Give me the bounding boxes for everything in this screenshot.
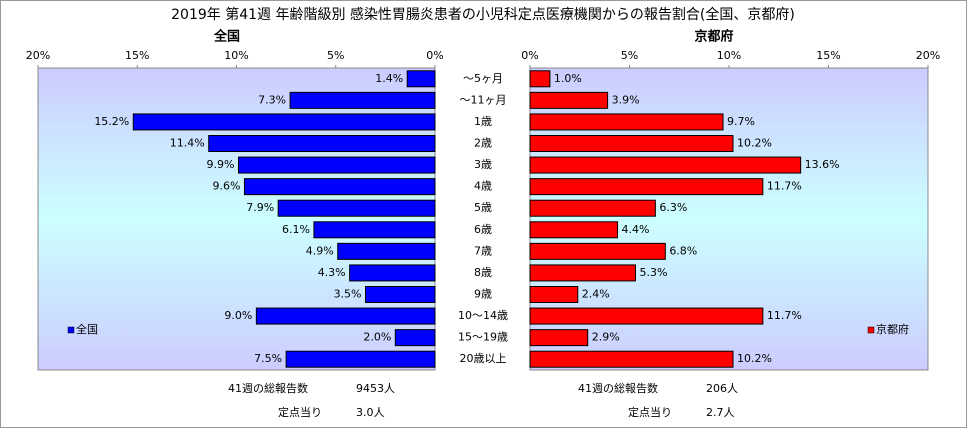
bar	[529, 286, 579, 303]
category-label: 9歳	[474, 288, 492, 301]
bar	[313, 221, 436, 239]
value-label: 9.7%	[727, 115, 755, 128]
footer-value: 206人	[706, 382, 738, 395]
footer-label: 41週の総報告数	[578, 381, 658, 395]
bar	[289, 91, 436, 109]
bar	[529, 156, 802, 174]
bar	[529, 307, 764, 325]
value-label: 4.9%	[306, 244, 334, 257]
page-title: 2019年 第41週 年齢階級別 感染性胃腸炎患者の小児科定点医療機関からの報告…	[171, 6, 795, 23]
bar	[285, 350, 436, 368]
bar	[208, 135, 436, 152]
x-tick-label: 0%	[426, 49, 443, 62]
bar	[529, 70, 551, 88]
value-label: 7.9%	[246, 201, 274, 214]
plot-area	[529, 67, 929, 371]
value-label: 4.3%	[318, 266, 346, 279]
chart-title: 京都府	[694, 29, 733, 45]
value-label: 6.8%	[669, 244, 697, 257]
footer-value: 9453人	[356, 382, 395, 395]
bar	[237, 156, 436, 174]
bar	[349, 264, 436, 282]
bar	[529, 350, 734, 368]
value-label: 6.3%	[659, 201, 687, 214]
category-label: 20歳以上	[460, 352, 507, 365]
value-label: 10.2%	[737, 137, 772, 150]
value-label: 11.4%	[170, 137, 205, 150]
category-label: 15～19歳	[458, 331, 508, 344]
legend-swatch	[867, 326, 875, 334]
chart-title: 全国	[213, 29, 240, 45]
category-label: 4歳	[474, 180, 492, 193]
bar	[132, 113, 436, 131]
footer-label: 定点当り	[628, 405, 672, 419]
bar	[365, 286, 436, 303]
x-tick-label: 10%	[224, 49, 248, 62]
bar	[529, 221, 619, 239]
bar	[337, 242, 436, 260]
x-tick-label: 5%	[327, 49, 344, 62]
category-label: 6歳	[474, 223, 492, 236]
category-label: 1歳	[474, 115, 492, 128]
legend-swatch	[67, 326, 75, 334]
bar	[243, 178, 436, 196]
value-label: 3.5%	[334, 288, 362, 301]
x-tick-label: 15%	[816, 49, 840, 62]
x-tick-label: 20%	[916, 49, 940, 62]
value-label: 9.6%	[212, 180, 240, 193]
category-label: 8歳	[474, 266, 492, 279]
category-label: ～11ヶ月	[460, 93, 507, 106]
value-label: 4.4%	[622, 223, 650, 236]
bar	[394, 329, 436, 347]
x-tick-label: 0%	[521, 49, 538, 62]
x-tick-label: 10%	[717, 49, 741, 62]
category-label: 7歳	[474, 244, 492, 257]
value-label: 1.0%	[554, 72, 582, 85]
x-tick-label: 15%	[125, 49, 149, 62]
bar	[529, 178, 764, 196]
bar	[529, 135, 734, 152]
x-tick-label: 5%	[621, 49, 638, 62]
value-label: 11.7%	[767, 309, 802, 322]
value-label: 5.3%	[639, 266, 667, 279]
x-tick-label: 20%	[26, 49, 50, 62]
bar	[529, 113, 724, 131]
bar	[529, 329, 589, 347]
category-label: 10～14歳	[458, 309, 508, 322]
bar	[529, 199, 656, 217]
value-label: 7.3%	[258, 93, 286, 106]
bar	[529, 264, 636, 282]
category-label: 2歳	[474, 137, 492, 150]
value-label: 13.6%	[805, 158, 840, 171]
footer-value: 3.0人	[356, 406, 385, 419]
category-label: ～5ヶ月	[463, 72, 503, 85]
bar	[406, 70, 436, 88]
value-label: 9.9%	[207, 158, 235, 171]
value-label: 2.4%	[582, 288, 610, 301]
value-label: 2.9%	[592, 331, 620, 344]
legend-label: 京都府	[876, 322, 909, 336]
value-label: 7.5%	[254, 352, 282, 365]
value-label: 9.0%	[224, 309, 252, 322]
value-label: 2.0%	[363, 331, 391, 344]
legend-label: 全国	[76, 322, 98, 336]
category-label: 3歳	[474, 158, 492, 171]
footer-value: 2.7人	[706, 406, 735, 419]
bar	[529, 242, 666, 260]
value-label: 3.9%	[612, 93, 640, 106]
category-label: 5歳	[474, 201, 492, 214]
footer-label: 41週の総報告数	[228, 381, 308, 395]
value-label: 1.4%	[375, 72, 403, 85]
value-label: 6.1%	[282, 223, 310, 236]
value-label: 10.2%	[737, 352, 772, 365]
footer-label: 定点当り	[278, 405, 322, 419]
bar	[255, 307, 436, 325]
bar	[529, 91, 609, 109]
value-label: 11.7%	[767, 180, 802, 193]
bar	[277, 199, 436, 217]
value-label: 15.2%	[94, 115, 129, 128]
